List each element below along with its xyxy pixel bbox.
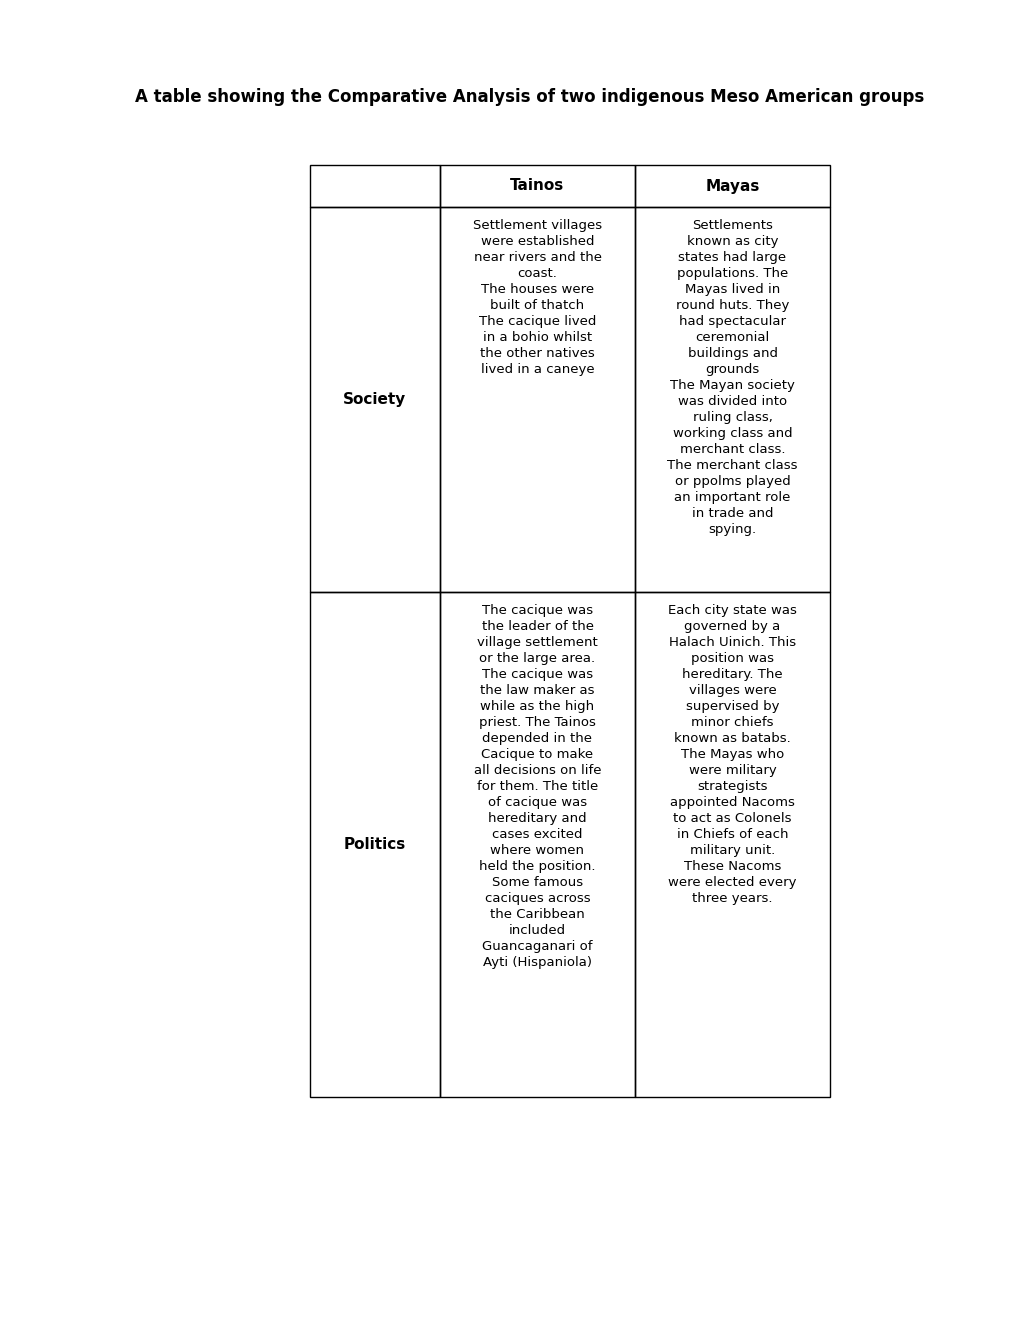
Text: The cacique was
the leader of the
village settlement
or the large area.
The caci: The cacique was the leader of the villag… [473, 605, 600, 969]
Text: Settlements
known as city
states had large
populations. The
Mayas lived in
round: Settlements known as city states had lar… [666, 219, 797, 536]
Text: Tainos: Tainos [510, 178, 565, 194]
Bar [439, 591, 635, 1097]
Bar [635, 207, 829, 591]
Bar [310, 591, 439, 1097]
Text: Each city state was
governed by a
Halach Uinich. This
position was
hereditary. T: Each city state was governed by a Halach… [667, 605, 796, 906]
Text: Society: Society [343, 392, 407, 407]
Bar [635, 165, 829, 207]
Bar [310, 207, 439, 591]
Bar [310, 165, 439, 207]
Bar [439, 207, 635, 591]
Text: A table showing the Comparative Analysis of two indigenous Meso American groups: A table showing the Comparative Analysis… [135, 88, 923, 106]
Bar [635, 591, 829, 1097]
Bar [439, 165, 635, 207]
Text: Settlement villages
were established
near rivers and the
coast.
The houses were
: Settlement villages were established nea… [473, 219, 601, 376]
Text: Politics: Politics [343, 837, 406, 851]
Text: Mayas: Mayas [704, 178, 759, 194]
